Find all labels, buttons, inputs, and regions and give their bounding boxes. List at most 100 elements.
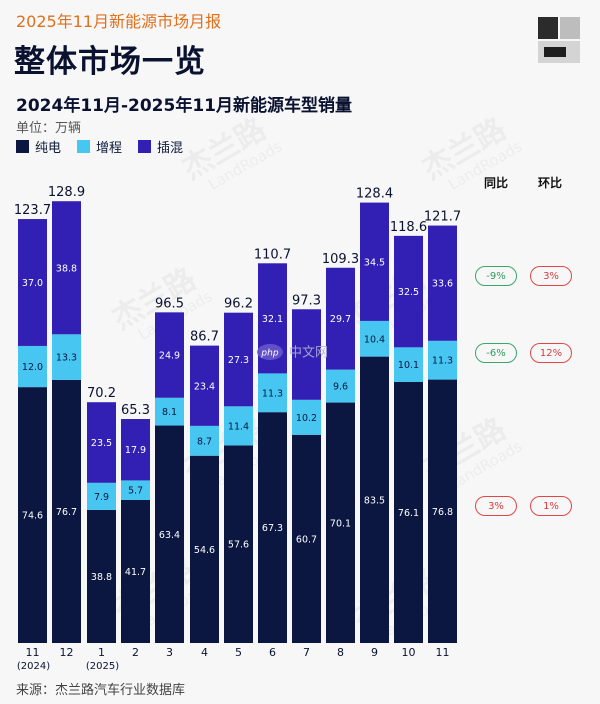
yoy-badge-bev: 3%	[475, 496, 517, 516]
bar-segment-phev	[428, 225, 457, 341]
x-tick-label: 11	[26, 646, 40, 659]
bar-total-label: 96.5	[155, 296, 184, 311]
x-tick-label: 1	[98, 646, 105, 659]
x-tick-label: 8	[337, 646, 344, 659]
bar-segment-phev	[155, 312, 184, 398]
legend-swatch-erev	[77, 140, 91, 153]
segment-label-bev: 67.3	[262, 523, 283, 534]
bar-segment-bev	[394, 381, 423, 643]
x-tick-label: 6	[269, 646, 276, 659]
bar-segment-erev	[326, 369, 355, 403]
bar-total-label: 86.7	[190, 330, 219, 345]
x-tick-sublabel: (2024)	[17, 661, 50, 672]
segment-label-bev: 70.1	[330, 518, 351, 529]
x-tick-label: 5	[235, 646, 242, 659]
bar-segment-phev	[190, 345, 219, 426]
legend-label-erev: 增程	[96, 141, 123, 156]
site-watermark-logo	[257, 344, 283, 360]
bar-segment-bev	[190, 455, 219, 643]
segment-label-erev: 8.1	[162, 407, 177, 418]
segment-label-bev: 41.7	[125, 567, 146, 578]
segment-label-bev: 76.8	[432, 507, 453, 518]
legend-item-phev: 插混	[138, 137, 183, 156]
bar-segment-erev	[224, 406, 253, 446]
bar-segment-phev	[52, 201, 81, 335]
segment-label-phev: 17.9	[125, 445, 146, 456]
data-source: 来源：杰兰路汽车行业数据库	[16, 683, 186, 698]
bar-segment-bev	[18, 387, 47, 643]
chart-legend: 纯电 增程 插混	[16, 137, 183, 156]
x-tick-label: 3	[166, 646, 173, 659]
bar-total-label: 128.9	[48, 185, 85, 200]
segment-label-bev: 76.1	[398, 508, 419, 519]
segment-label-phev: 32.1	[262, 314, 283, 325]
segment-label-erev: 11.4	[228, 421, 249, 432]
x-tick-label: 10	[402, 646, 416, 659]
segment-label-bev: 60.7	[296, 534, 317, 545]
x-tick-label: 7	[303, 646, 310, 659]
bar-segment-phev	[224, 312, 253, 407]
segment-label-phev: 34.5	[364, 257, 385, 268]
bar-total-label: 118.6	[390, 220, 427, 235]
bar-segment-bev	[258, 412, 287, 643]
bar-segment-bev	[121, 499, 150, 643]
segment-label-erev: 13.3	[56, 353, 77, 364]
segment-label-erev: 10.2	[296, 413, 317, 424]
yoy-badge-phev: -9%	[475, 266, 517, 286]
page-title: 整体市场一览	[14, 44, 206, 80]
bar-segment-bev	[360, 356, 389, 643]
bar-segment-phev	[394, 235, 423, 348]
bar-total-label: 96.2	[224, 297, 253, 312]
bar-segment-bev	[428, 379, 457, 643]
site-watermark-logo-text: php	[260, 349, 278, 359]
yoy-badge-erev: -6%	[475, 343, 517, 363]
bar-total-label: 123.7	[14, 203, 51, 218]
segment-label-bev: 76.7	[56, 507, 77, 518]
bar-segment-phev	[87, 402, 116, 483]
bar-total-label: 70.2	[87, 386, 116, 401]
x-tick-label: 9	[371, 646, 378, 659]
bar-total-label: 109.3	[322, 252, 359, 267]
bar-segment-erev	[360, 320, 389, 357]
bar-segment-phev	[121, 419, 150, 481]
mom-badge-erev: 12%	[530, 343, 572, 363]
segment-label-phev: 24.9	[159, 351, 180, 362]
segment-label-phev: 32.5	[398, 287, 419, 298]
bar-segment-bev	[326, 402, 355, 643]
mom-header: 环比	[538, 176, 563, 190]
segment-label-bev: 57.6	[228, 540, 249, 551]
legend-label-bev: 纯电	[35, 141, 62, 156]
site-watermark-text: 中文网	[289, 346, 328, 361]
segment-label-bev: 83.5	[364, 495, 385, 506]
segment-label-erev: 10.4	[364, 334, 385, 345]
bar-total-label: 110.7	[254, 247, 291, 262]
segment-label-phev: 37.0	[22, 278, 43, 289]
x-tick-label: 11	[436, 646, 450, 659]
bar-segment-bev	[52, 379, 81, 643]
report-topline: 2025年11月新能源市场月报	[16, 12, 222, 31]
segment-label-erev: 5.7	[128, 486, 143, 497]
bar-segment-erev	[87, 482, 116, 510]
bar-segment-phev	[18, 219, 47, 346]
segment-label-erev: 10.1	[398, 360, 419, 371]
yoy-header: 同比	[484, 176, 509, 190]
bar-segment-bev	[155, 425, 184, 643]
bar-segment-bev	[224, 445, 253, 643]
segment-label-phev: 27.3	[228, 355, 249, 366]
segment-label-phev: 23.4	[194, 381, 215, 392]
segment-label-erev: 11.3	[432, 356, 453, 367]
x-tick-sublabel: (2025)	[86, 661, 119, 672]
segment-label-bev: 63.4	[159, 530, 180, 541]
segment-label-bev: 74.6	[22, 511, 43, 522]
bar-total-label: 121.7	[424, 210, 461, 225]
bar-segment-bev	[87, 509, 116, 643]
bar-segment-phev	[360, 202, 389, 321]
x-tick-label: 12	[60, 646, 74, 659]
legend-label-phev: 插混	[157, 141, 184, 156]
legend-swatch-bev	[16, 140, 29, 153]
segment-label-phev: 33.6	[432, 279, 453, 290]
segment-label-erev: 8.7	[197, 436, 212, 447]
mom-badge-phev: 3%	[530, 266, 572, 286]
bar-segment-erev	[394, 347, 423, 382]
